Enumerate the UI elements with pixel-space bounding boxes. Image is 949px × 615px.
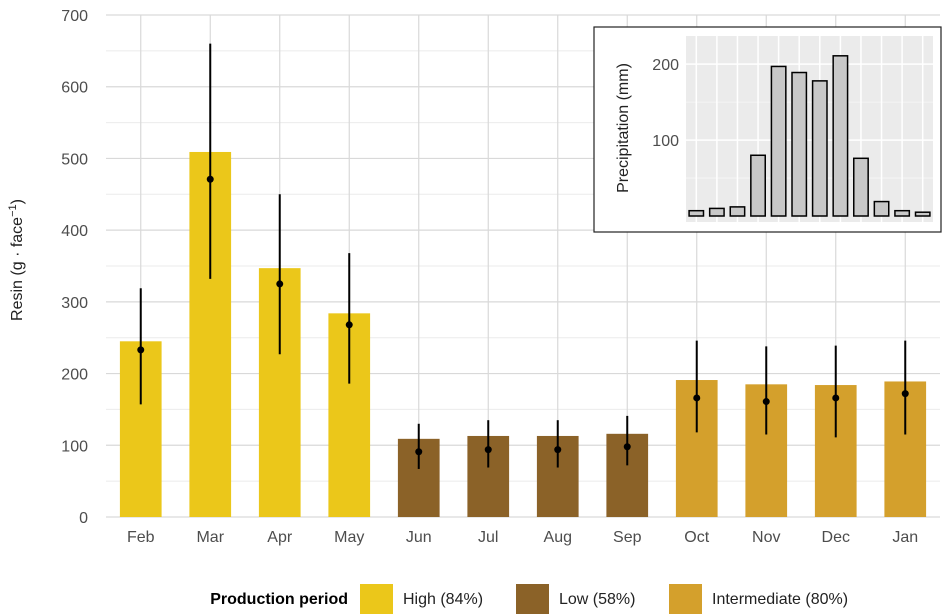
mean-point-jun — [415, 448, 423, 456]
mean-point-oct — [693, 394, 701, 402]
inset-bar — [729, 206, 746, 217]
mean-point-jul — [484, 446, 492, 454]
y-tick-label: 600 — [61, 80, 88, 97]
y-tick-label: 100 — [61, 438, 88, 455]
y-axis-label: Resin (g · face−1) — [7, 199, 26, 321]
mean-point-dec — [832, 394, 840, 402]
legend-item-high-label: High (84%) — [403, 591, 483, 608]
x-tick-label: Dec — [822, 529, 850, 546]
error-bars — [137, 43, 909, 469]
inset-bar — [708, 207, 725, 217]
legend-item-low-swatch — [516, 584, 549, 614]
mean-point-nov — [762, 398, 770, 406]
y-tick-label: 700 — [61, 8, 88, 25]
inset-bar — [770, 65, 787, 217]
mean-point-apr — [276, 280, 284, 288]
x-tick-label: Aug — [544, 529, 572, 546]
legend-item-low-label: Low (58%) — [559, 591, 635, 608]
x-tick-label: Nov — [752, 529, 780, 546]
x-tick-label: Apr — [267, 529, 293, 546]
legend-item-intermediate-label: Intermediate (80%) — [712, 591, 848, 608]
inset-bar — [894, 209, 911, 217]
legend-title: Production period — [210, 591, 348, 608]
inset-y-tick-label: 200 — [652, 57, 679, 74]
inset-y-tick-label: 100 — [652, 133, 679, 150]
inset-bar — [873, 200, 890, 217]
inset-bar — [688, 209, 705, 217]
y-tick-label: 300 — [61, 295, 88, 312]
mean-point-mar — [206, 175, 214, 183]
y-tick-label: 500 — [61, 151, 88, 168]
inset-y-axis-label: Precipitation (mm) — [615, 63, 632, 193]
mean-point-may — [345, 321, 353, 329]
precipitation-inset: 100 200 Precipitation (mm) — [593, 26, 942, 233]
x-tick-labels: Feb Mar Apr May Jun Jul Aug Sep Oct Nov Dec Jan — [127, 529, 918, 546]
inset-bar — [811, 80, 828, 217]
inset-bar — [832, 55, 849, 217]
x-tick-label: Jan — [892, 529, 918, 546]
legend: Production period High (84%) Low (58%) Inte… — [210, 584, 848, 614]
main-bars — [119, 151, 927, 517]
x-tick-label: Jul — [478, 529, 498, 546]
legend-item-intermediate-swatch — [669, 584, 702, 614]
inset-bar — [914, 211, 931, 217]
x-tick-label: Jun — [406, 529, 432, 546]
legend-item-high-swatch — [360, 584, 393, 614]
x-tick-label: Sep — [613, 529, 642, 546]
mean-point-feb — [137, 346, 145, 354]
x-tick-label: Oct — [684, 529, 709, 546]
inset-bar — [853, 157, 869, 217]
inset-bar — [791, 71, 808, 217]
y-tick-label: 200 — [61, 367, 88, 384]
y-tick-label: 400 — [61, 223, 88, 240]
mean-point-jan — [901, 390, 909, 398]
y-tick-labels: 0 100 200 300 400 500 600 700 — [61, 8, 88, 527]
mean-point-sep — [623, 443, 631, 451]
x-tick-label: Mar — [196, 529, 224, 546]
inset-panel — [686, 36, 933, 222]
mean-point-aug — [554, 446, 562, 454]
x-tick-label: Feb — [127, 529, 155, 546]
y-tick-label: 0 — [79, 510, 88, 527]
x-tick-label: May — [334, 529, 364, 546]
inset-bar — [750, 154, 766, 217]
